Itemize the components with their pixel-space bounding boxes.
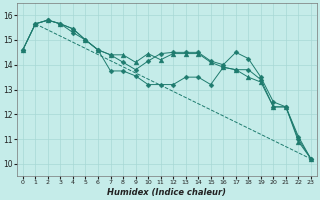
X-axis label: Humidex (Indice chaleur): Humidex (Indice chaleur): [108, 188, 226, 197]
